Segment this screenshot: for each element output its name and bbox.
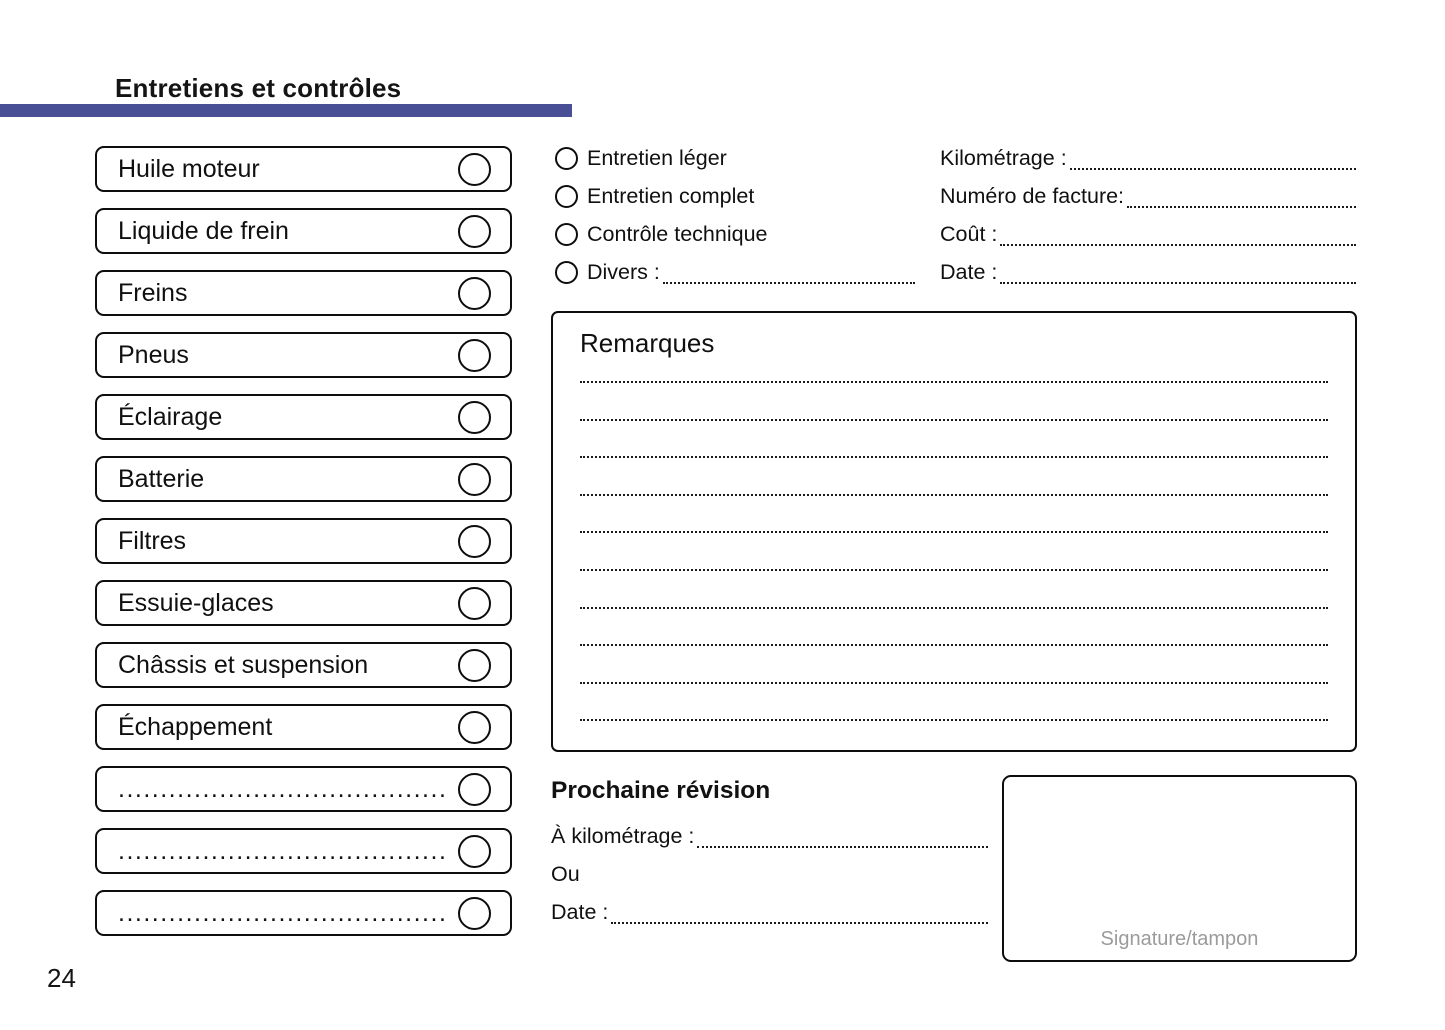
check-circle[interactable]	[458, 896, 491, 930]
cout-write-in-line[interactable]	[1000, 244, 1356, 246]
check-circle[interactable]	[458, 338, 491, 372]
remarks-write-in-line[interactable]	[580, 458, 1328, 496]
facture-write-in-line[interactable]	[1127, 206, 1356, 208]
radio-circle[interactable]	[555, 222, 578, 246]
checklist-item-label: Liquide de frein	[118, 216, 289, 245]
remarks-write-in-line[interactable]	[580, 571, 1328, 609]
checklist-item-label: Éclairage	[118, 402, 223, 431]
checklist-item-batterie: Batterie	[95, 456, 512, 502]
signature-box[interactable]: Signature/tampon	[1002, 775, 1357, 962]
remarks-title: Remarques	[580, 328, 715, 358]
checklist-item-label: Pneus	[118, 340, 189, 369]
option-entretien-complet: Entretien complet	[555, 177, 915, 215]
date-write-in-line[interactable]	[1000, 282, 1356, 284]
check-circle[interactable]	[458, 400, 491, 434]
next-service-title: Prochaine révision	[551, 777, 771, 804]
field-a-kilometrage: À kilométrage :	[551, 817, 988, 855]
field-kilometrage: Kilométrage :	[940, 139, 1356, 177]
remarks-write-in-line[interactable]	[580, 383, 1328, 421]
check-circle[interactable]	[458, 152, 491, 186]
check-circle[interactable]	[458, 214, 491, 248]
checklist-item-eclairage: Éclairage	[95, 394, 512, 440]
write-in-line[interactable]: ........................................…	[118, 774, 446, 803]
checklist-item-label: Filtres	[118, 526, 187, 555]
field-label: Date :	[551, 899, 609, 924]
option-label: Entretien complet	[587, 183, 755, 208]
signature-label: Signature/tampon	[1100, 928, 1259, 950]
page-title: Entretiens et contrôles	[115, 73, 402, 103]
option-entretien-leger: Entretien léger	[555, 139, 915, 177]
field-date: Date :	[940, 253, 1356, 291]
check-circle[interactable]	[458, 586, 491, 620]
remarks-write-in-line[interactable]	[580, 496, 1328, 534]
checklist-item-filtres: Filtres	[95, 518, 512, 564]
checklist-item-label: Châssis et suspension	[118, 650, 369, 679]
check-circle[interactable]	[458, 834, 491, 868]
next-km-write-in-line[interactable]	[697, 846, 988, 848]
field-label: Date :	[940, 259, 998, 284]
check-circle[interactable]	[458, 462, 491, 496]
checklist-item-label: Freins	[118, 278, 188, 307]
checklist-item-chassis-et-suspension: Châssis et suspension	[95, 642, 512, 688]
check-circle[interactable]	[458, 772, 491, 806]
service-type-options: Entretien léger Entretien complet Contrô…	[555, 139, 915, 291]
remarks-write-in-line[interactable]	[580, 646, 1328, 684]
checklist-item-blank-1: ........................................…	[95, 766, 512, 812]
check-circle[interactable]	[458, 710, 491, 744]
remarks-write-in-line[interactable]	[580, 684, 1328, 722]
field-label: Coût :	[940, 221, 998, 246]
write-in-line[interactable]: ........................................…	[118, 836, 446, 865]
check-circle[interactable]	[458, 276, 491, 310]
field-cout: Coût :	[940, 215, 1356, 253]
checklist-item-blank-2: ........................................…	[95, 828, 512, 874]
radio-circle[interactable]	[555, 146, 578, 170]
checklist-item-label: Huile moteur	[118, 154, 260, 183]
option-label: Entretien léger	[587, 145, 727, 170]
checklist-item-liquide-de-frein: Liquide de frein	[95, 208, 512, 254]
radio-circle[interactable]	[555, 184, 578, 208]
option-label: Contrôle technique	[587, 221, 768, 246]
checklist-item-label: Échappement	[118, 712, 273, 741]
remarks-write-in-line[interactable]	[580, 609, 1328, 647]
checklist-item-label: Essuie-glaces	[118, 588, 274, 617]
next-service-section: Prochaine révision À kilométrage : Ou Da…	[551, 776, 988, 931]
option-divers: Divers :	[555, 253, 915, 291]
checklist-item-huile-moteur: Huile moteur	[95, 146, 512, 192]
field-label: Numéro de facture:	[940, 183, 1125, 208]
radio-circle[interactable]	[555, 260, 578, 284]
remarks-write-in-line[interactable]	[580, 358, 1328, 383]
field-label: Ou	[551, 861, 580, 886]
option-controle-technique: Contrôle technique	[555, 215, 915, 253]
checklist-item-freins: Freins	[95, 270, 512, 316]
page-number: 24	[47, 963, 76, 993]
divers-write-in-line[interactable]	[662, 282, 915, 284]
checklist-item-blank-3: ........................................…	[95, 890, 512, 936]
header-accent-bar	[0, 104, 572, 117]
remarks-box: Remarques	[551, 311, 1357, 752]
write-in-line[interactable]: ........................................…	[118, 898, 446, 927]
remarks-write-in-line[interactable]	[580, 421, 1328, 459]
checklist-item-essuie-glaces: Essuie-glaces	[95, 580, 512, 626]
field-numero-de-facture: Numéro de facture:	[940, 177, 1356, 215]
field-label: À kilométrage :	[551, 823, 695, 848]
checklist-item-label: Batterie	[118, 464, 205, 493]
service-record-fields: Kilométrage : Numéro de facture: Coût : …	[940, 139, 1356, 291]
check-circle[interactable]	[458, 524, 491, 558]
field-next-date: Date :	[551, 893, 988, 931]
field-label: Kilométrage :	[940, 145, 1067, 170]
checklist-item-pneus: Pneus	[95, 332, 512, 378]
remarks-write-in-line[interactable]	[580, 533, 1328, 571]
next-date-write-in-line[interactable]	[611, 922, 988, 924]
option-label: Divers :	[587, 259, 660, 284]
checklist-item-echappement: Échappement	[95, 704, 512, 750]
check-circle[interactable]	[458, 648, 491, 682]
maintenance-checklist: Huile moteur Liquide de frein Freins Pne…	[95, 146, 512, 936]
kilometrage-write-in-line[interactable]	[1069, 168, 1356, 170]
field-ou: Ou	[551, 855, 988, 893]
